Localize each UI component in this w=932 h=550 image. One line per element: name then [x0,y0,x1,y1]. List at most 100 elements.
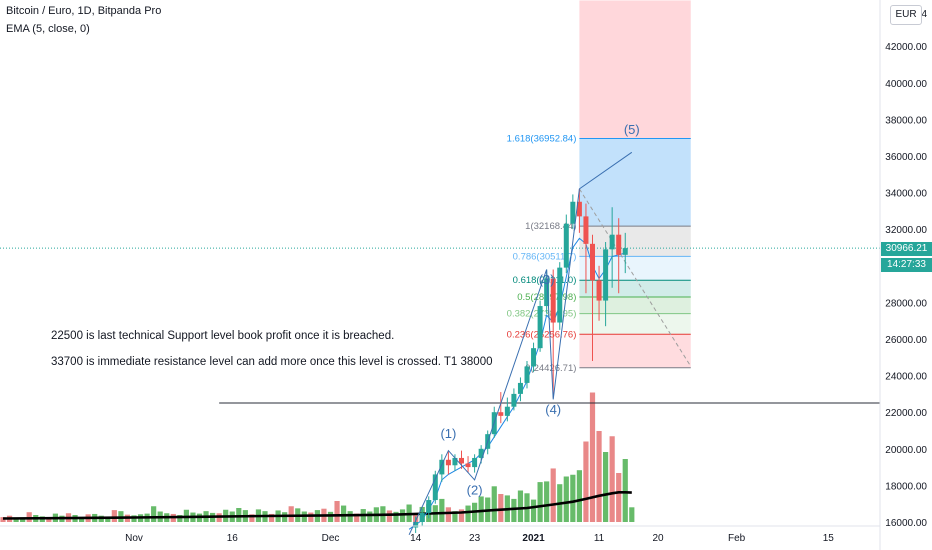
volume-bar-51 [334,501,340,522]
candle-body-26 [583,216,589,244]
volume-bar-59 [386,510,393,522]
volume-bar-89 [583,441,589,522]
volume-bar-3 [20,517,26,522]
time-tick-label-6: 11 [594,533,605,544]
fib-zone-1 [579,138,691,227]
candle-body-29 [603,249,609,301]
candle-body-16 [517,382,523,394]
volume-bar-0 [0,517,6,522]
volume-bar-76 [498,494,504,522]
candle-body-27 [590,243,595,281]
candle-body-20 [544,278,550,307]
fib-zone-7 [579,334,691,368]
price-tick-label-partial: 4 [921,9,927,20]
volume-bar-38 [249,514,255,522]
candle-body-21 [550,278,556,323]
fib-zone-0 [579,0,691,139]
volume-bar-95 [622,459,628,522]
candle-body-3 [432,474,438,501]
volume-bar-73 [478,496,484,522]
volume-bar-69 [452,511,458,522]
candle-body-22 [557,267,563,323]
candle-body-30 [609,234,615,250]
fib-zone-5 [579,296,691,314]
candle-body-23 [563,223,569,268]
candle-body-6 [452,457,458,466]
indicator-legend[interactable]: EMA (5, close, 0) [6,23,90,35]
volume-bar-87 [570,474,576,522]
price-tick-label-11: 38000.00 [885,115,927,126]
price-tick-label-8: 32000.00 [885,225,927,236]
fib-zone-6 [579,313,691,335]
candle-body-13 [498,412,504,416]
candle-body-25 [576,201,582,217]
time-tick-label-4: 23 [469,533,481,544]
price-tick-label-9: 34000.00 [885,189,927,200]
volume-bar-92 [603,452,609,522]
volume-bar-82 [537,482,543,522]
price-tick-label-0: 16000.00 [885,518,927,529]
price-tick-label-3: 22000.00 [885,408,927,419]
volume-bar-78 [511,498,517,522]
volume-bar-67 [439,498,445,522]
time-tick-label-1: 16 [227,533,239,544]
price-tick-label-2: 20000.00 [885,445,927,456]
volume-bar-86 [563,476,569,522]
fib-level-label-1: 1(32168.44) [525,221,576,232]
candle-body-17 [524,366,530,383]
price-tick-label-5: 26000.00 [885,335,927,346]
candle-body-15 [511,393,517,407]
volume-bar-71 [465,505,471,522]
volume-bar-75 [491,486,497,522]
price-tick-label-4: 24000.00 [885,372,927,383]
candle-body-10 [478,448,484,458]
candle-body-2 [426,500,432,513]
candle-body-4 [439,459,445,475]
candle-body-1 [419,512,425,522]
candle-body-0 [413,522,419,528]
volume-bar-2 [13,518,19,522]
candle-body-24 [570,201,576,224]
volume-bar-23 [151,506,157,522]
chart-title: Bitcoin / Euro, 1D, Bitpanda Pro [6,5,162,17]
volume-bar-16 [105,517,111,522]
volume-bar-79 [517,490,524,522]
currency-button[interactable]: EUR [890,5,922,25]
fib-zone-2 [579,226,691,257]
price-tick-label-6: 28000.00 [885,298,927,309]
volume-bar-7 [46,518,52,522]
time-tick-label-7: 20 [652,533,664,544]
volume-bar-60 [393,511,399,522]
candle-body-7 [459,457,464,464]
support-annotation: 22500 is last technical Support level bo… [51,330,395,342]
volume-bar-70 [458,509,465,522]
volume-bar-84 [550,468,556,522]
time-tick-label-5: 2021 [522,533,545,544]
wave-label-2: (3) [539,272,555,287]
price-tick-label-10: 36000.00 [885,152,927,163]
volume-bar-61 [399,509,406,522]
time-tick-label-2: Dec [322,533,340,544]
time-tick-label-3: 14 [410,533,422,544]
resistance-annotation: 33700 is immediate resistance level can … [51,356,493,368]
fib-level-label-2: 0.786(30511.7) [513,251,577,262]
volume-bar-88 [576,470,582,522]
price-tick-label-13: 42000.00 [885,42,927,53]
volume-bar-47 [308,512,314,522]
price-tick-label-12: 40000.00 [885,79,927,90]
fib-zone-3 [579,256,691,281]
candle-body-19 [537,306,543,349]
volume-bar-68 [445,507,451,522]
fib-level-label-0: 1.618(36952.84) [507,134,577,145]
countdown-tag: 14:27:33 [881,258,932,272]
volume-bar-12 [79,517,85,522]
volume-bar-96 [629,507,635,522]
wave-label-3: (4) [545,402,561,417]
volume-bar-27 [177,515,183,522]
candle-body-31 [616,234,622,255]
volume-bar-93 [609,436,615,522]
wave-label-1: (2) [467,483,483,498]
candle-body-14 [504,406,510,416]
